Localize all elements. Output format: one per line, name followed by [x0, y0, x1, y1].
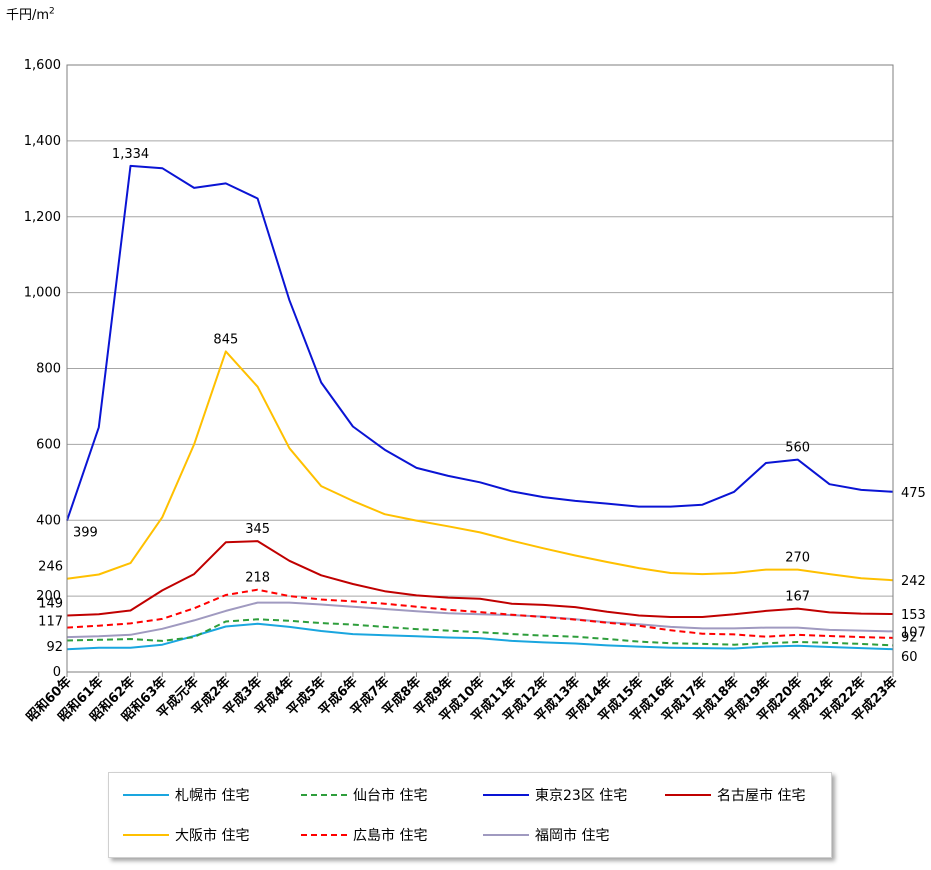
- gridlines: [67, 64, 893, 673]
- legend-item-sendai: 仙台市 住宅: [301, 785, 427, 805]
- data-label: 399: [73, 526, 98, 541]
- legend-swatch: [301, 794, 347, 796]
- data-label: 107: [901, 625, 926, 640]
- data-label: 560: [785, 441, 810, 456]
- legend-swatch: [483, 834, 529, 836]
- y-tick-label: 1,600: [24, 58, 61, 73]
- y-tick-label: 1,000: [24, 286, 61, 301]
- legend-swatch: [123, 794, 169, 796]
- series-line-1: [66, 618, 894, 647]
- legend-swatch: [665, 794, 711, 796]
- y-tick-label: 800: [36, 362, 61, 377]
- legend-item-osaka: 大阪市 住宅: [123, 825, 249, 845]
- data-label: 270: [785, 551, 810, 566]
- y-tick-label: 400: [36, 513, 61, 528]
- data-label: 345: [245, 522, 270, 537]
- series-line-3: [66, 540, 894, 618]
- data-labels: 1,334 399 560 475 845 246 270 242 345 149 167 153 21…: [38, 147, 926, 665]
- x-axis-tick-labels: 昭和60年昭和61年昭和62年昭和63年平成元年平成2年平成3年平成4年平成5年…: [23, 672, 901, 725]
- series-line-6: [66, 601, 894, 639]
- legend-item-sapporo: 札幌市 住宅: [123, 785, 249, 805]
- data-label: 149: [38, 596, 63, 611]
- data-label: 60: [901, 650, 918, 665]
- y-tick-label: 600: [36, 437, 61, 452]
- y-tick-label: 200: [36, 589, 61, 604]
- legend-item-tokyo23: 東京23区 住宅: [483, 785, 627, 805]
- legend-swatch: [301, 834, 347, 836]
- series-line-2: [66, 164, 894, 521]
- series-lines: [66, 164, 894, 651]
- y-axis-unit-label: 千円/m2: [6, 6, 55, 23]
- data-label: 845: [213, 332, 238, 347]
- y-tick-label: 0: [53, 665, 61, 680]
- data-label: 246: [38, 560, 63, 575]
- data-label: 475: [901, 486, 926, 501]
- data-label: 1,334: [112, 147, 149, 162]
- y-axis-tick-labels: 0 200 400 600 800 1,000 1,200 1,400 1,600: [24, 58, 61, 680]
- data-label: 153: [901, 608, 926, 623]
- data-label: 218: [245, 571, 270, 586]
- legend-swatch: [123, 834, 169, 836]
- legend-item-nagoya: 名古屋市 住宅: [665, 785, 805, 805]
- series-line-0: [66, 622, 894, 651]
- legend: 札幌市 住宅 仙台市 住宅 東京23区 住宅 名古屋市 住宅 大阪市 住宅 広島…: [108, 772, 832, 858]
- legend-item-fukuoka: 福岡市 住宅: [483, 825, 609, 845]
- legend-item-hiroshima: 広島市 住宅: [301, 825, 427, 845]
- series-line-4: [66, 350, 894, 582]
- data-label: 167: [785, 590, 810, 605]
- data-label: 117: [38, 615, 63, 630]
- plot-area-border: [66, 64, 894, 673]
- y-tick-label: 1,200: [24, 210, 61, 225]
- data-label: 242: [901, 574, 926, 589]
- data-label: 92: [901, 630, 918, 645]
- data-label: 92: [46, 640, 63, 655]
- series-line-5: [66, 588, 894, 639]
- y-tick-label: 1,400: [24, 134, 61, 149]
- line-chart: 0 200 400 600 800 1,000 1,200 1,400 1,600 昭和60年昭…: [23, 58, 926, 725]
- legend-swatch: [483, 794, 529, 796]
